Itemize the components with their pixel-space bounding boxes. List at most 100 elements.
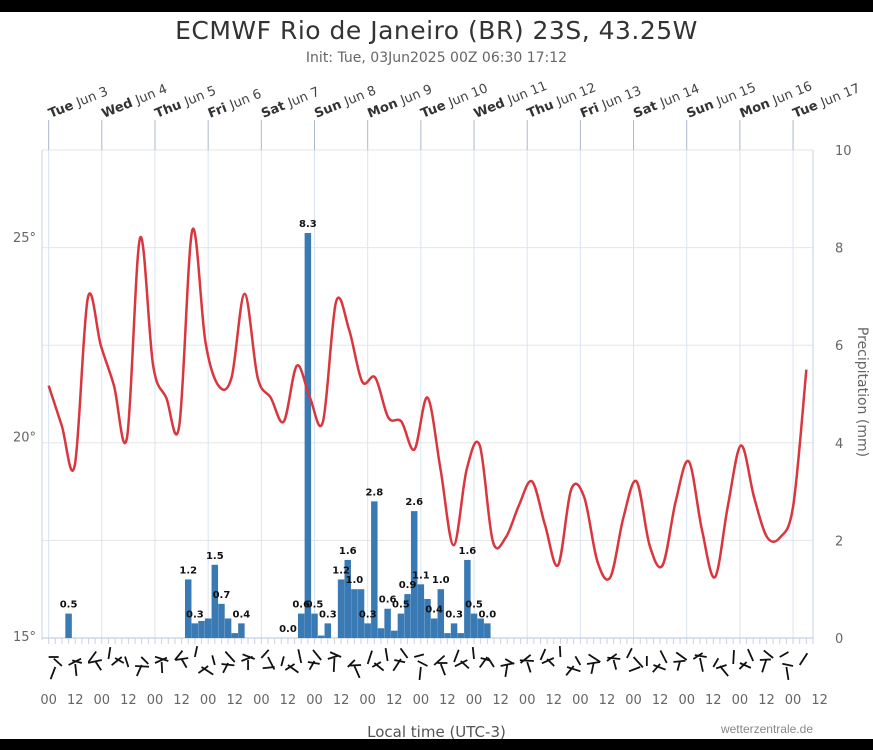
wind-barb [676, 660, 681, 671]
x-tick-label: 00 [413, 693, 430, 708]
wind-barb [353, 665, 361, 679]
precip-bar [304, 232, 312, 638]
precip-bar [484, 623, 491, 638]
precip-data-label: 0.5 [306, 600, 324, 611]
wind-barb [699, 657, 704, 672]
wind-barb [433, 654, 446, 666]
x-tick-label: 00 [200, 693, 217, 708]
x-tick-label: 00 [40, 693, 57, 708]
x-tick-label: 00 [732, 693, 749, 708]
precip-bar [464, 559, 471, 638]
precip-bar [211, 564, 219, 638]
credit-text: wetterzentrale.de [720, 722, 813, 736]
wind-barb [519, 654, 532, 664]
precip-bar [191, 623, 199, 638]
precip-data-label: 0.5 [392, 600, 410, 611]
precip-data-label: 0.0 [279, 624, 297, 635]
precip-bar [231, 633, 238, 638]
wind-barb [439, 663, 446, 676]
wind-barb [519, 659, 534, 662]
precip-bar [457, 633, 464, 638]
day-date: Jun 6 [227, 87, 264, 114]
precip-data-label: 1.1 [412, 570, 430, 581]
precip-data-label: 0.4 [233, 609, 251, 620]
x-tick-label: 00 [519, 693, 536, 708]
precip-bar [391, 630, 398, 638]
precip-bar [184, 579, 192, 638]
wind-barb [350, 664, 362, 667]
precip-data-label: 0.3 [359, 609, 377, 620]
x-tick-label: 00 [306, 693, 323, 708]
precip-bar [371, 501, 378, 638]
precip-data-label: 1.0 [432, 575, 450, 586]
wind-barb [366, 650, 373, 665]
precip-bar [311, 613, 318, 638]
chart-subtitle: Init: Tue, 03Jun2025 00Z 06:30 17:12 [305, 50, 568, 66]
wind-barb [539, 648, 547, 661]
wind-barb [193, 646, 199, 658]
precip-bar [470, 613, 478, 638]
wind-barb [738, 661, 748, 670]
day-label: Sat Jun 7 [259, 85, 322, 122]
wind-barb [140, 656, 149, 665]
x-axis-label: Local time (UTC-3) [367, 723, 506, 741]
wind-barb [327, 654, 339, 660]
y-right-tick: 10 [835, 144, 852, 159]
wind-barb [761, 658, 768, 673]
x-tick-label: 12 [280, 693, 297, 708]
wind-barb [694, 654, 707, 658]
precip-data-label: 0.7 [213, 590, 231, 601]
precip-bar [317, 635, 325, 638]
wind-barb [526, 661, 532, 673]
wind-barb [347, 659, 356, 668]
wind-barb [332, 657, 336, 673]
x-tick-label: 12 [333, 693, 350, 708]
wind-barb [626, 647, 633, 659]
wind-barb [260, 649, 270, 659]
wind-barb [487, 657, 495, 668]
wind-barb [308, 660, 316, 671]
wind-barb [478, 656, 489, 669]
wind-barb [114, 657, 125, 664]
chart-title: ECMWF Rio de Janeiro (BR) 23S, 43.25W [175, 16, 698, 45]
wind-barb [160, 661, 164, 674]
wind-barb [632, 656, 644, 669]
wind-barb [280, 656, 285, 667]
wind-barb [384, 648, 389, 662]
wind-barb [739, 662, 752, 669]
wind-barb [747, 648, 755, 662]
wind-barb [715, 664, 727, 670]
wind-barb [71, 659, 83, 664]
wind-barb [675, 651, 688, 661]
x-tick-label: 12 [226, 693, 243, 708]
precip-data-label: 0.5 [465, 600, 483, 611]
wind-barb [732, 649, 735, 665]
wind-barb [504, 658, 515, 665]
wind-barb [565, 665, 575, 676]
wind-barb [588, 653, 601, 663]
x-tick-label: 12 [546, 693, 563, 708]
precip-bar [218, 603, 225, 638]
x-tick-label: 12 [492, 693, 509, 708]
precip-bar [198, 620, 205, 638]
wind-barb [87, 650, 97, 663]
x-tick-label: 12 [173, 693, 190, 708]
wind-barb [312, 649, 322, 661]
precip-bar [397, 613, 405, 638]
wind-barb [124, 656, 130, 668]
wind-barb [590, 662, 595, 674]
wind-barb [175, 657, 189, 661]
precip-data-label: 1.0 [346, 575, 364, 586]
y-right-tick: 4 [835, 437, 843, 452]
precip-bar [377, 628, 385, 638]
x-tick-label: 12 [599, 693, 616, 708]
precip-bar [404, 594, 411, 638]
x-tick-label: 00 [147, 693, 164, 708]
precip-bar [417, 584, 425, 638]
wind-barb [558, 645, 562, 658]
precip-data-label: 0.6 [379, 595, 397, 606]
wind-barb [785, 666, 790, 680]
wind-barb [154, 656, 168, 664]
wind-barb [541, 657, 555, 665]
wind-barb [779, 651, 789, 658]
